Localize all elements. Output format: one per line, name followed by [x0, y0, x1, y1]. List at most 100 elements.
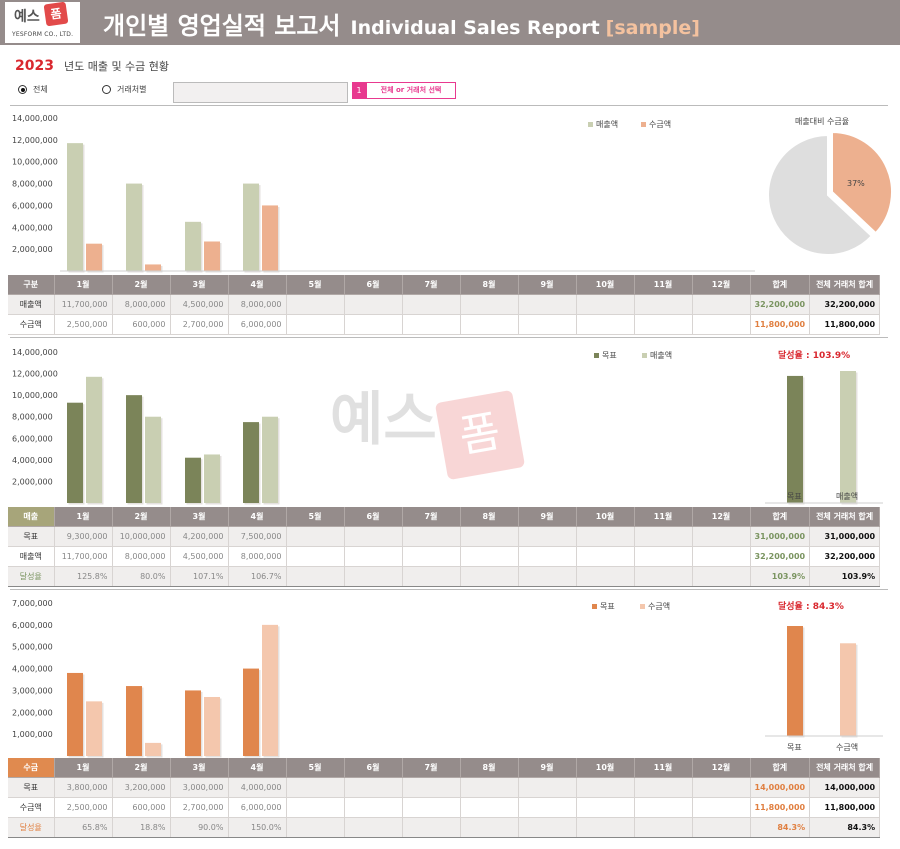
pie-title: 매출대비 수금율 — [795, 116, 849, 126]
y-tick-label: 5,000,000 — [12, 643, 53, 652]
table-header-row: 수금 1월 2월 3월 4월 5월 6월 7월 8월 9월 10월 11월 12월 합계 전체 거래처 합계 — [8, 758, 881, 778]
row-grand-total: 31,000,000 — [809, 526, 881, 547]
legend-collect-swatch — [640, 604, 645, 609]
table-cell — [576, 566, 635, 587]
logo-company-name: YESFORM CO., LTD. — [12, 31, 74, 38]
month-header: 1월 — [54, 275, 113, 295]
month-header: 8월 — [460, 507, 519, 527]
summary-label-sales: 매출액 — [836, 491, 858, 501]
row-label: 수금액 — [8, 314, 55, 335]
sales-bar — [67, 143, 83, 271]
month-header: 4월 — [228, 507, 287, 527]
table-cell — [576, 546, 635, 567]
legend-target-swatch — [592, 604, 597, 609]
table-cell — [576, 314, 635, 335]
table-header-row: 구분 1월 2월 3월 4월 5월 6월 7월 8월 9월 10월 11월 12월 합계 전체 거래처 합계 — [8, 275, 881, 295]
table-corner-label: 수금 — [8, 758, 55, 778]
y-tick-label: 6,000,000 — [12, 201, 53, 210]
table-cell — [460, 294, 519, 315]
table-cell: 8,000,000 — [228, 546, 287, 567]
legend-target-swatch — [594, 353, 599, 358]
y-tick-label: 10,000,000 — [12, 391, 58, 400]
row-total: 103.9% — [750, 566, 811, 587]
table-cell: 107.1% — [170, 566, 229, 587]
table-cell: 4,200,000 — [170, 526, 229, 547]
client-select-field[interactable] — [173, 82, 348, 103]
month-header: 11월 — [634, 507, 693, 527]
row-total: 31,000,000 — [750, 526, 811, 547]
table-cell: 7,500,000 — [228, 526, 287, 547]
table-cell — [344, 314, 403, 335]
table-cell — [634, 566, 693, 587]
table-cell — [692, 566, 751, 587]
collection-target-table: 수금 1월 2월 3월 4월 5월 6월 7월 8월 9월 10월 11월 12월 합계 전체 거래처 합계… — [8, 758, 881, 838]
table-cell: 80.0% — [112, 566, 171, 587]
y-tick-label: 14,000,000 — [12, 348, 58, 357]
table-cell — [286, 546, 345, 567]
row-grand-total: 11,800,000 — [809, 797, 881, 818]
row-label: 목표 — [8, 777, 55, 798]
table-cell — [692, 817, 751, 838]
target-total-bar — [787, 375, 803, 503]
radio-by-client-label: 거래처별 — [117, 85, 147, 94]
table-cell — [634, 817, 693, 838]
summary-label-target: 목표 — [787, 743, 802, 752]
table-cell — [286, 314, 345, 335]
table-cell — [402, 294, 461, 315]
table-cell — [576, 777, 635, 798]
collect-target-total-bar — [787, 626, 803, 736]
table-cell — [286, 566, 345, 587]
table-cell: 8,000,000 — [228, 294, 287, 315]
legend-collect-swatch — [641, 122, 646, 127]
row-label: 수금액 — [8, 797, 55, 818]
table-corner-label: 구분 — [8, 275, 55, 295]
table-cell — [518, 797, 577, 818]
month-header: 2월 — [112, 275, 171, 295]
legend-sales-label: 매출액 — [650, 350, 672, 360]
radio-all[interactable]: 전체 — [18, 84, 48, 95]
month-header: 1월 — [54, 758, 113, 778]
row-grand-total: 32,200,000 — [809, 546, 881, 567]
row-label: 달성율 — [8, 817, 55, 838]
month-header: 6월 — [344, 758, 403, 778]
y-tick-label: 6,000,000 — [12, 621, 53, 630]
summary-label-collect: 수금액 — [836, 742, 858, 752]
table-cell — [460, 817, 519, 838]
table-cell — [518, 546, 577, 567]
y-tick-label: 7,000,000 — [12, 599, 53, 608]
sales-bar — [86, 376, 102, 503]
month-header: 12월 — [692, 275, 751, 295]
collection-bar — [204, 696, 220, 756]
table-cell — [402, 546, 461, 567]
month-header: 12월 — [692, 507, 751, 527]
month-header: 9월 — [518, 275, 577, 295]
y-tick-label: 4,000,000 — [12, 456, 53, 465]
radio-by-client[interactable]: 거래처별 — [102, 84, 146, 95]
sales-bar — [204, 454, 220, 503]
y-tick-label: 4,000,000 — [12, 665, 53, 674]
table-cell: 8,000,000 — [112, 546, 171, 567]
target-bar — [243, 422, 259, 503]
table-cell: 106.7% — [228, 566, 287, 587]
y-tick-label: 2,000,000 — [12, 245, 53, 254]
y-tick-label: 3,000,000 — [12, 686, 53, 695]
table-cell — [518, 817, 577, 838]
table-cell: 11,700,000 — [54, 546, 113, 567]
table-cell: 4,500,000 — [170, 546, 229, 567]
table-cell — [286, 817, 345, 838]
table-cell: 3,800,000 — [54, 777, 113, 798]
table-cell — [576, 294, 635, 315]
y-tick-label: 12,000,000 — [12, 136, 58, 145]
row-label: 매출액 — [8, 294, 55, 315]
table-cell — [692, 546, 751, 567]
target-bar — [185, 457, 201, 503]
sales-bar — [185, 221, 201, 271]
month-header: 3월 — [170, 507, 229, 527]
table-cell — [460, 566, 519, 587]
month-header: 10월 — [576, 507, 635, 527]
table-cell: 4,000,000 — [228, 777, 287, 798]
table-cell — [634, 546, 693, 567]
total-header: 합계 — [750, 507, 811, 527]
total-header: 합계 — [750, 758, 811, 778]
table-row: 목표 9,300,000 10,000,000 4,200,000 7,500,000 3… — [8, 526, 881, 547]
